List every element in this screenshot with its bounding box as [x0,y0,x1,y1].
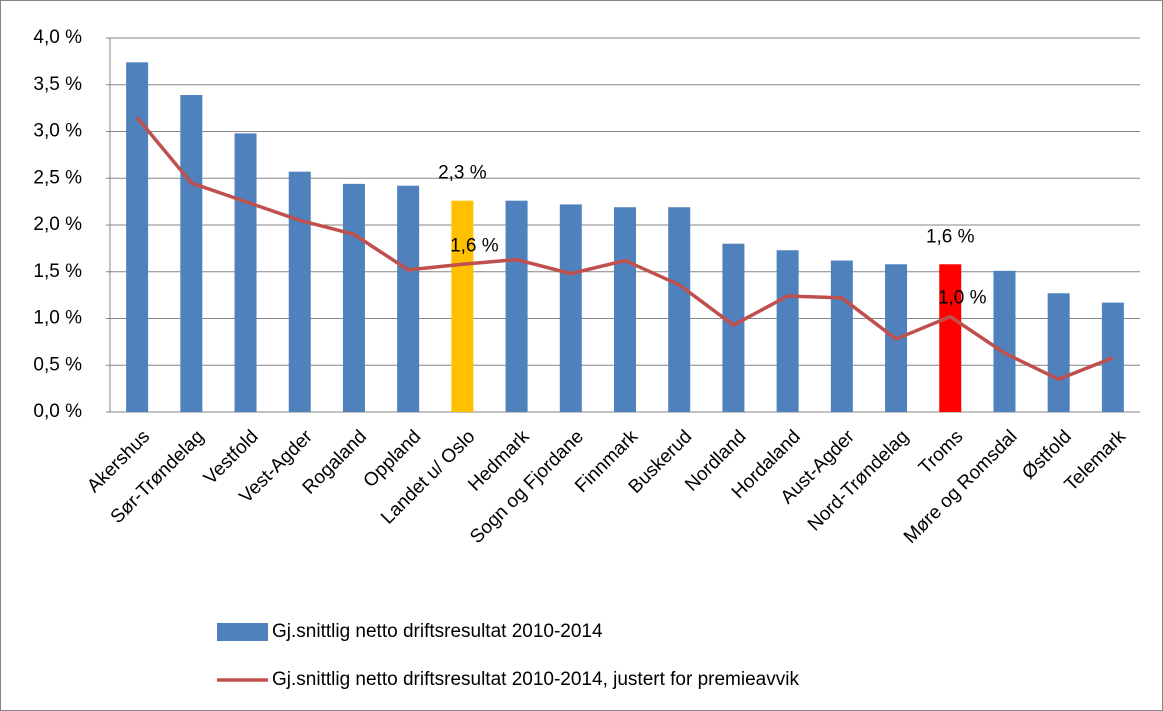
bar [614,207,636,412]
bar [668,207,691,412]
y-tick-label: 0,5 % [33,354,82,375]
y-tick-label: 3,5 % [33,74,82,95]
data-label: 1,6 % [450,235,499,256]
bar [1101,302,1124,412]
legend-label: Gj.snittlig netto driftsresultat 2010-20… [272,621,603,642]
y-tick-label: 4,0 % [33,27,82,48]
data-label: 1,0 % [938,288,987,309]
y-tick-label: 2,5 % [33,167,82,188]
legend-swatch [217,623,268,641]
bar [993,270,1016,412]
bar [505,200,528,412]
bar [342,183,365,412]
y-tick-label: 2,0 % [33,214,82,235]
y-tick-label: 1,5 % [33,261,82,282]
bar [234,133,257,412]
y-tick-label: 0,0 % [33,401,82,422]
bar [1047,293,1070,412]
bar [126,62,149,413]
bar [830,260,853,412]
bar [180,95,203,412]
bar [722,243,745,412]
data-label: 1,6 % [926,226,975,247]
data-label: 2,3 % [438,163,487,184]
bar [451,200,474,412]
bar [288,171,311,412]
bar [397,185,420,412]
bar [939,264,962,412]
legend-label: Gj.snittlig netto driftsresultat 2010-20… [272,669,799,690]
bar [559,204,582,412]
line [135,116,1114,382]
y-tick-label: 1,0 % [33,308,82,329]
bar [776,250,799,412]
y-tick-label: 3,0 % [33,121,82,142]
